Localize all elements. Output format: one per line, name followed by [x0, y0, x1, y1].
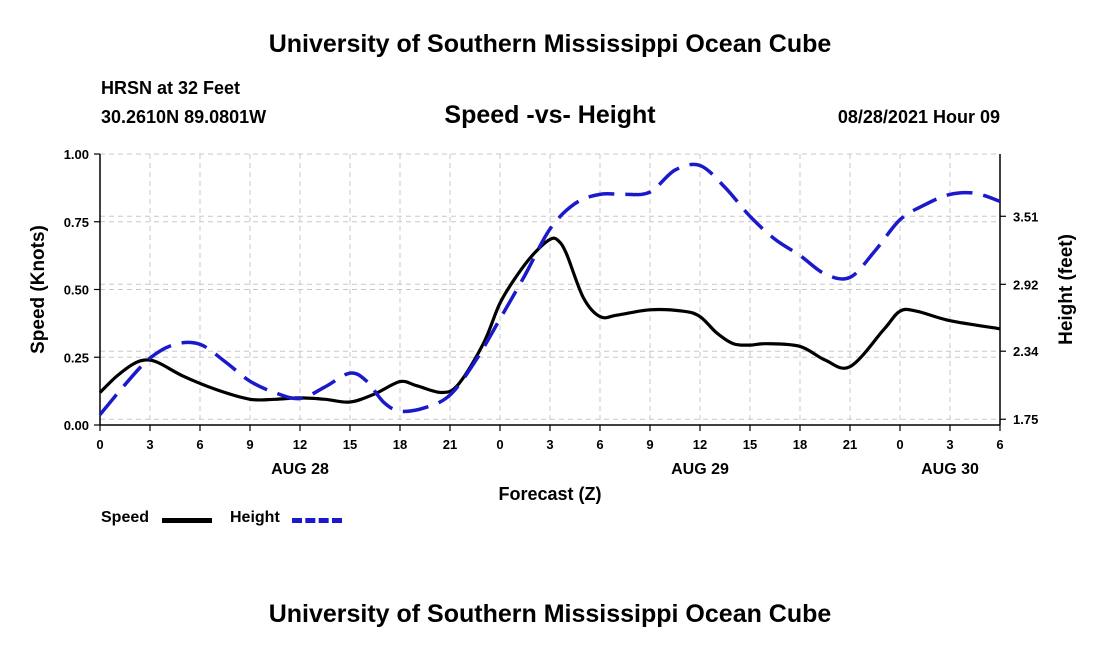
- y-tick-label-right: 3.51: [1013, 209, 1038, 224]
- day-label: AUG 30: [921, 461, 979, 478]
- y-tick-label-right: 2.34: [1013, 344, 1039, 359]
- day-label: AUG 29: [671, 461, 729, 478]
- x-tick-label: 9: [246, 437, 253, 452]
- chart-title: Speed -vs- Height: [444, 101, 656, 129]
- x-tick-label: 18: [393, 437, 407, 452]
- station-label: HRSN at 32 Feet: [101, 78, 241, 98]
- y-tick-label-left: 0.50: [64, 283, 89, 298]
- grid-lines: [100, 153, 1000, 425]
- station-coordinates: 30.2610N 89.0801W: [101, 107, 267, 127]
- y-axis-title-right: Height (feet): [1056, 234, 1077, 345]
- x-tick-label: 12: [693, 437, 707, 452]
- page-title: University of Southern Mississippi Ocean…: [268, 30, 832, 58]
- x-tick-label: 0: [496, 437, 503, 452]
- x-tick-label: 3: [546, 437, 553, 452]
- x-tick-label: 15: [743, 437, 757, 452]
- y-tick-label-left: 1.00: [64, 147, 89, 162]
- x-tick-label: 15: [343, 437, 357, 452]
- chart-axes: [94, 153, 1006, 431]
- x-tick-label: 0: [896, 437, 903, 452]
- height-series-line: [98, 162, 1001, 416]
- x-tick-label: 21: [443, 437, 457, 452]
- x-tick-label: 18: [793, 437, 807, 452]
- footer-title: University of Southern Mississippi Ocean…: [268, 600, 832, 628]
- x-axis-title: Forecast (Z): [498, 484, 601, 504]
- x-tick-label: 3: [146, 437, 153, 452]
- y-tick-label-left: 0.75: [64, 215, 89, 230]
- y-tick-label-left: 0.25: [64, 350, 89, 365]
- axis-labels: 0 3 6 9 12 15 18 21 0 3 6 9 12 15 18 21 0 3 6 AUG 28 AUG 29 A…: [28, 147, 1077, 504]
- legend-speed-swatch: [162, 518, 212, 523]
- legend-speed-label: Speed: [101, 509, 150, 526]
- x-tick-label: 3: [946, 437, 953, 452]
- forecast-date-hour: 08/28/2021 Hour 09: [837, 107, 1000, 127]
- legend-height-swatch: [292, 518, 342, 523]
- chart-series: [98, 162, 1001, 416]
- day-label: AUG 28: [271, 461, 329, 478]
- y-tick-label-right: 1.75: [1013, 412, 1038, 427]
- y-tick-label-left: 0.00: [64, 418, 89, 433]
- x-tick-label: 9: [646, 437, 653, 452]
- y-axis-title-left: Speed (Knots): [28, 225, 49, 354]
- legend-height-label: Height: [230, 509, 280, 526]
- x-tick-label: 6: [996, 437, 1003, 452]
- y-tick-label-right: 2.92: [1013, 277, 1038, 292]
- x-tick-label: 6: [196, 437, 203, 452]
- x-tick-label: 0: [96, 437, 103, 452]
- x-tick-label: 21: [843, 437, 857, 452]
- x-tick-label: 12: [293, 437, 307, 452]
- x-tick-label: 6: [596, 437, 603, 452]
